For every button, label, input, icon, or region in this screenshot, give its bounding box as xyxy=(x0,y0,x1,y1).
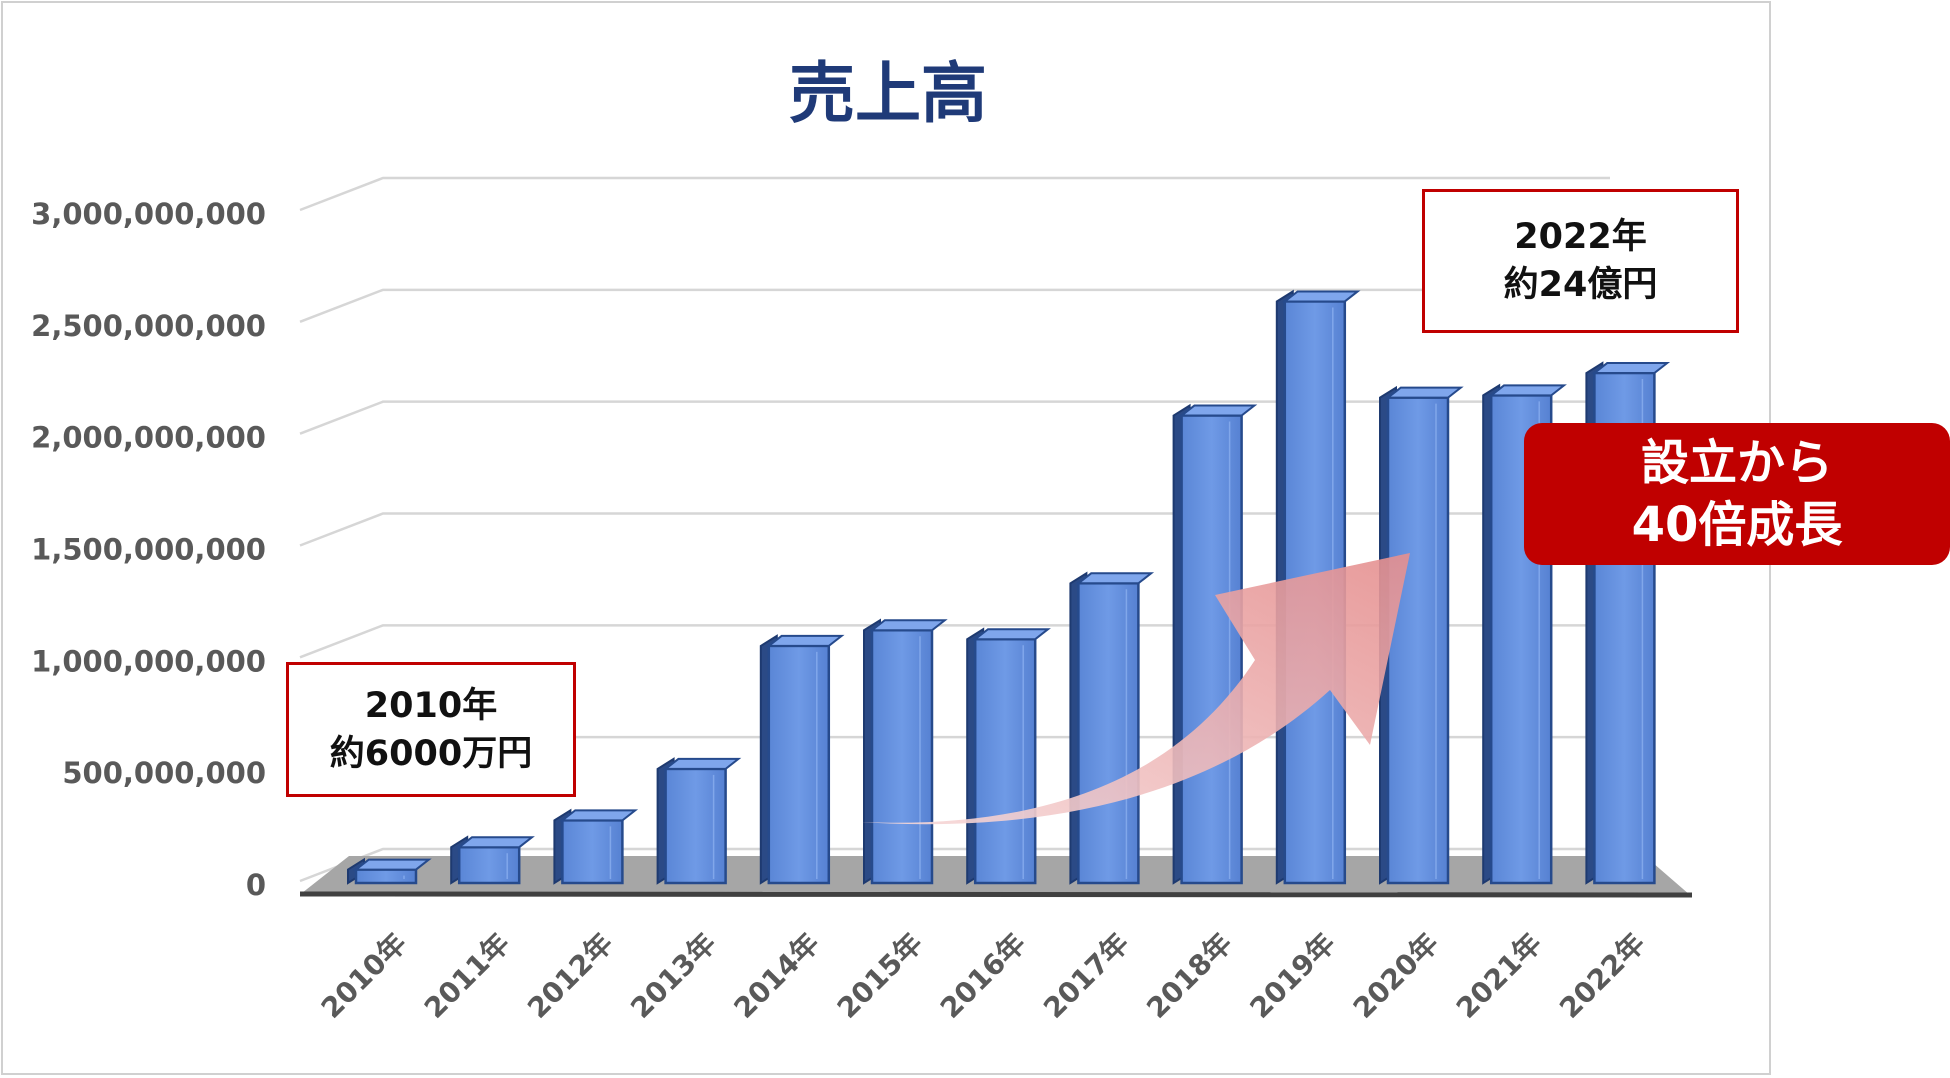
end-callout-year: 2022年 xyxy=(1514,217,1647,257)
y-tick-label: 1,000,000,000 xyxy=(31,644,266,678)
end-sales-callout: 2022年 約24億円 xyxy=(1422,189,1739,333)
x-tick-label: 2015年 xyxy=(831,927,929,1025)
x-tick-label: 2016年 xyxy=(934,927,1032,1025)
bar xyxy=(656,757,742,885)
gridline xyxy=(299,176,1610,212)
growth-arrow xyxy=(860,553,1410,825)
y-tick-label: 1,500,000,000 xyxy=(31,533,266,567)
x-tick-label: 2013年 xyxy=(624,927,722,1025)
start-callout-year: 2010年 xyxy=(364,685,498,726)
bar xyxy=(450,835,535,885)
x-tick-label: 2012年 xyxy=(521,927,619,1025)
end-callout-amount: 約24億円 xyxy=(1503,265,1658,305)
y-tick-label: 2,000,000,000 xyxy=(31,421,266,455)
y-tick-label: 0 xyxy=(246,868,266,902)
x-axis-baseline xyxy=(299,891,1693,898)
gridline xyxy=(299,400,1610,435)
bar xyxy=(966,627,1051,885)
y-tick-label: 500,000,000 xyxy=(62,756,266,790)
x-tick-label: 2018年 xyxy=(1140,927,1238,1025)
x-tick-label: 2010年 xyxy=(315,927,413,1025)
gridline xyxy=(299,288,1610,323)
y-tick-label: 3,000,000,000 xyxy=(31,197,266,231)
bar xyxy=(1172,403,1258,885)
x-tick-label: 2022年 xyxy=(1553,927,1651,1025)
x-tick-label: 2011年 xyxy=(418,927,516,1025)
growth-badge-line2: 40倍成長 xyxy=(1631,497,1843,553)
start-callout-amount: 約6000万円 xyxy=(329,733,533,774)
bar xyxy=(347,857,432,885)
bar xyxy=(1482,383,1567,885)
bar xyxy=(759,634,845,885)
x-tick-label: 2019年 xyxy=(1244,927,1342,1025)
bar xyxy=(1069,571,1155,885)
bar xyxy=(863,618,948,885)
x-tick-label: 2017年 xyxy=(1037,927,1135,1025)
x-tick-label: 2021年 xyxy=(1450,927,1548,1025)
y-tick-label: 2,500,000,000 xyxy=(31,309,266,343)
start-sales-callout: 2010年 約6000万円 xyxy=(286,662,576,797)
growth-badge-line1: 設立から xyxy=(1640,435,1833,491)
x-tick-label: 2014年 xyxy=(728,927,826,1025)
chart-title: 売上高 xyxy=(789,55,987,132)
x-tick-label: 2020年 xyxy=(1347,927,1445,1025)
bar xyxy=(553,808,639,885)
growth-badge: 設立から 40倍成長 xyxy=(1524,423,1950,565)
